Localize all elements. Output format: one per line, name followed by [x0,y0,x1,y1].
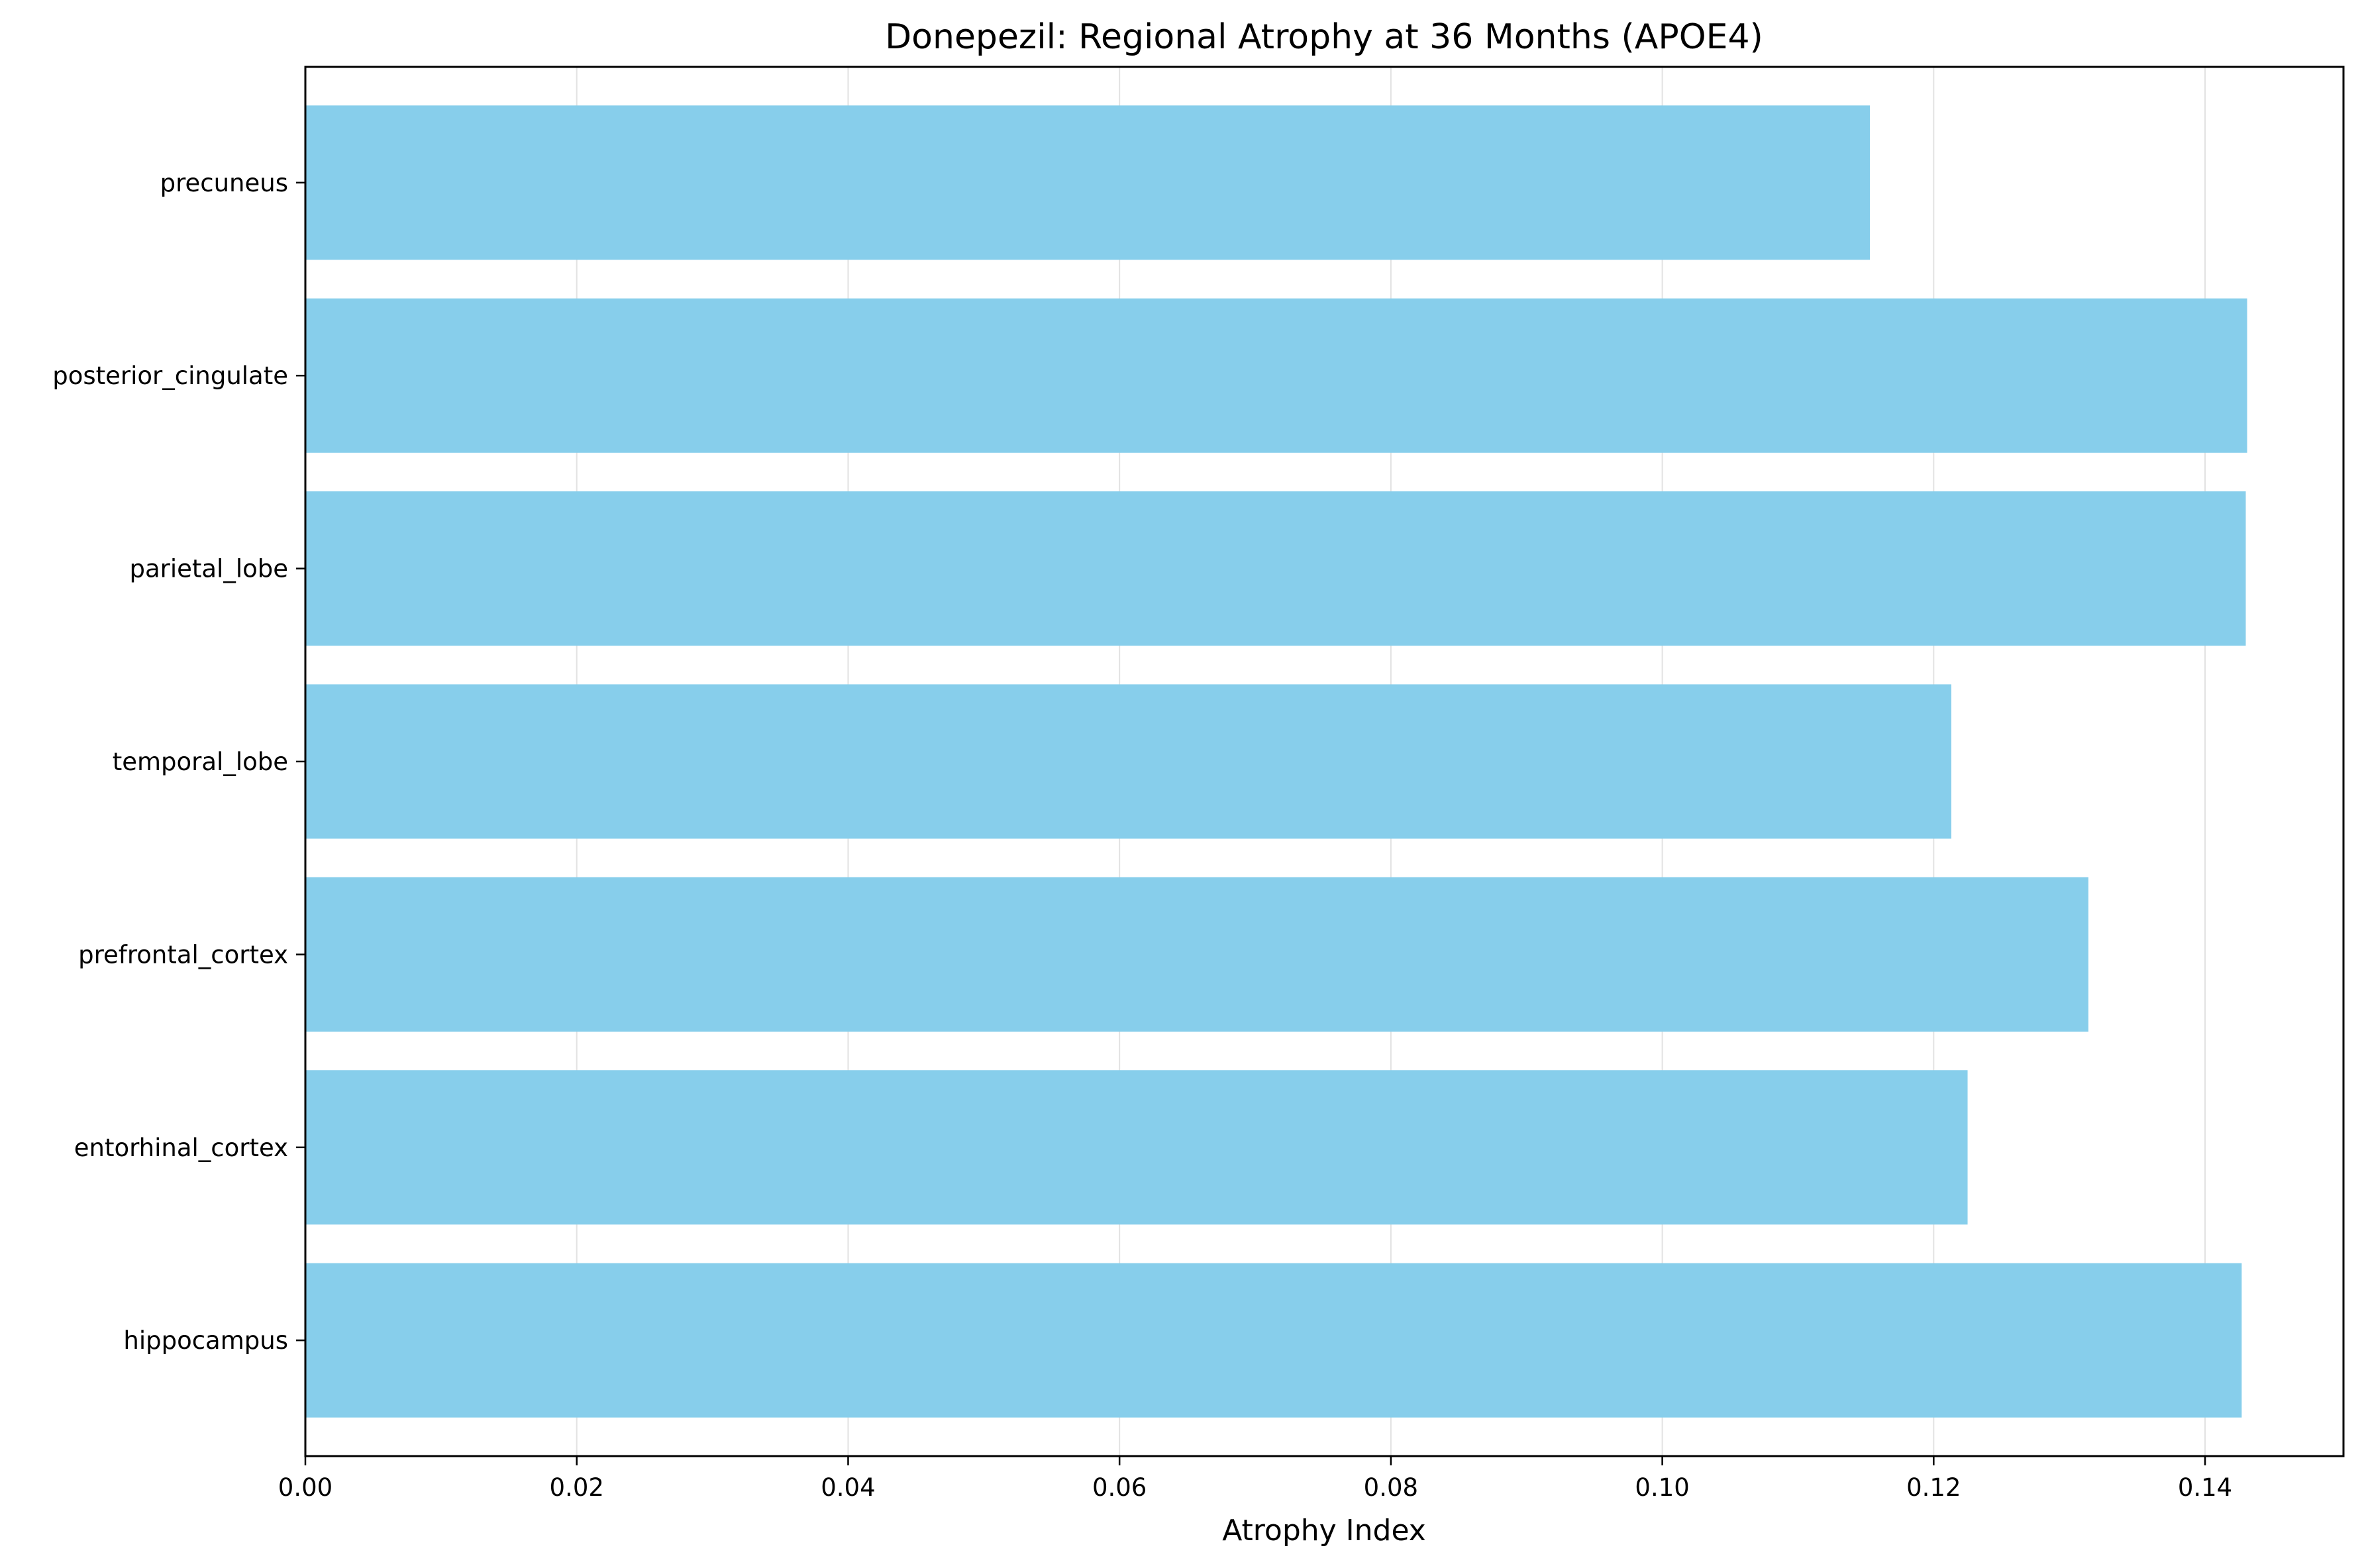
bar-temporal-lobe [305,684,1951,839]
y-tick-label: posterior_cingulate [52,362,288,390]
x-axis-ticks: 0.00 0.02 0.04 0.06 0.08 0.10 0.12 0.14 [278,1456,2232,1502]
y-tick-label: temporal_lobe [113,748,288,776]
y-tick-label: hippocampus [123,1326,288,1355]
y-tick-label: parietal_lobe [129,555,288,583]
y-tick-label: entorhinal_cortex [74,1134,288,1162]
x-tick-label: 0.12 [1906,1473,1961,1502]
bar-precuneus [305,105,1871,260]
bar-hippocampus [305,1263,2242,1418]
x-tick-label: 0.14 [2178,1473,2232,1502]
bar-parietal-lobe [305,491,2246,646]
x-tick-label: 0.06 [1092,1473,1147,1502]
x-axis-label: Atrophy Index [1222,1514,1426,1547]
bar-entorhinal-cortex [305,1070,1968,1225]
x-tick-label: 0.08 [1364,1473,1418,1502]
bars [305,105,2247,1418]
x-tick-label: 0.00 [278,1473,333,1502]
y-tick-label: precuneus [160,169,288,197]
x-tick-label: 0.02 [550,1473,604,1502]
bar-posterior-cingulate [305,298,2247,453]
y-tick-label: prefrontal_cortex [78,940,288,969]
bar-prefrontal-cortex [305,877,2088,1032]
chart-title: Donepezil: Regional Atrophy at 36 Months… [885,17,1763,57]
x-tick-label: 0.04 [821,1473,875,1502]
x-tick-label: 0.10 [1635,1473,1689,1502]
y-axis-ticks: hippocampus entorhinal_cortex prefrontal_c… [52,169,305,1355]
